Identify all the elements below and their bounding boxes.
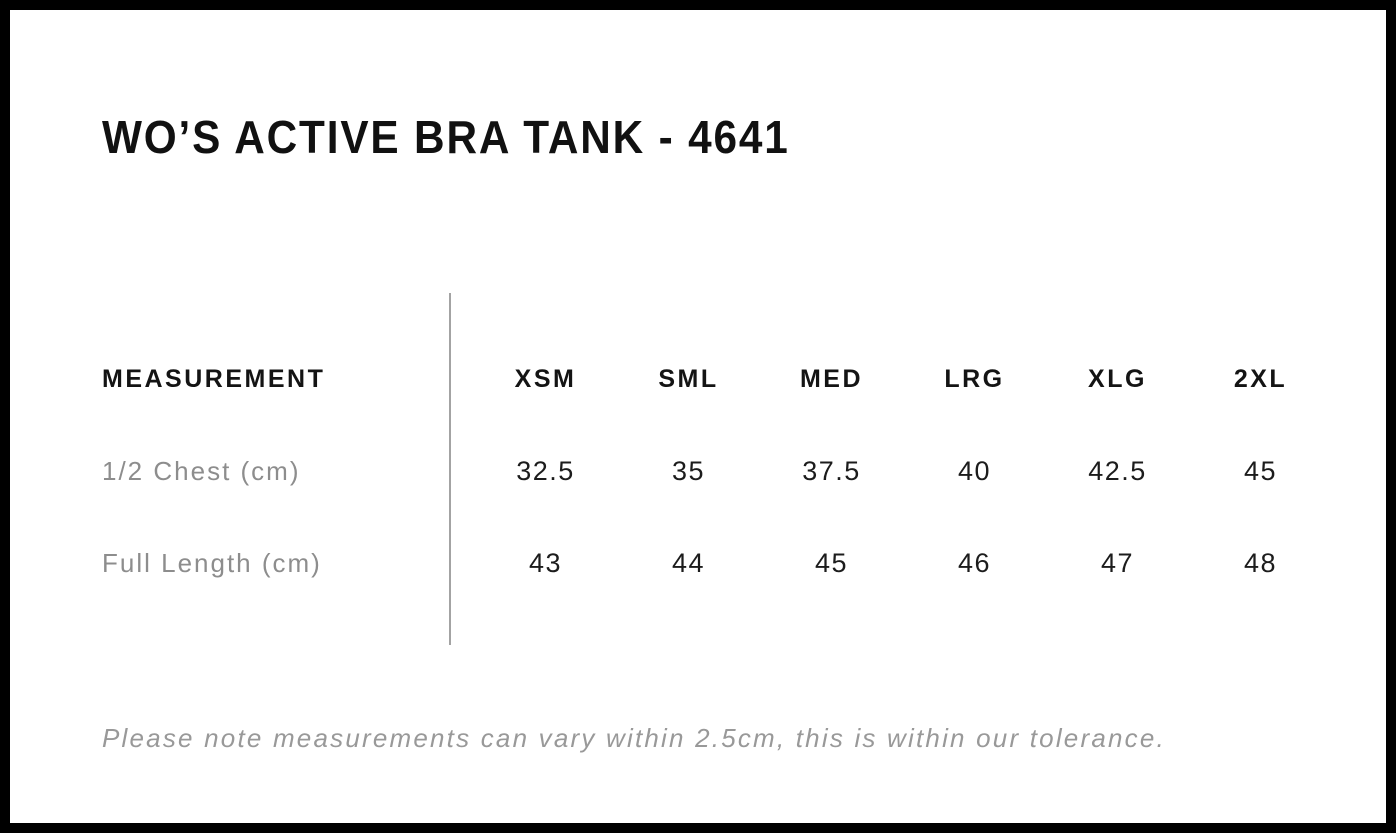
vertical-divider [449, 293, 451, 645]
half-chest-2xl-value: 45 [1243, 455, 1278, 486]
half-chest-lrg-value: 40 [957, 455, 992, 486]
column-header-xlg: XLG [1088, 364, 1147, 393]
column-header-lrg: LRG [944, 364, 1005, 393]
column-header-sml: SML [658, 364, 719, 393]
size-chart-table: MEASUREMENT XSM SML MED LRG XLG 2XL 1/2 … [102, 333, 1332, 609]
page-title: WO’S ACTIVE BRA TANK - 4641 [102, 111, 790, 163]
row-label-full-length: Full Length (cm) [102, 547, 322, 578]
column-header-med: MED [799, 364, 864, 393]
full-length-lrg-value: 46 [957, 547, 992, 578]
half-chest-med-value: 37.5 [802, 455, 861, 486]
half-chest-xsm-value: 32.5 [516, 455, 575, 486]
full-length-xlg-value: 47 [1100, 547, 1135, 578]
column-header-xsm: XSM [514, 364, 577, 393]
column-header-2xl: 2XL [1233, 364, 1288, 393]
full-length-sml-value: 44 [671, 547, 706, 578]
half-chest-xlg-value: 42.5 [1088, 455, 1147, 486]
full-length-xsm-value: 43 [528, 547, 563, 578]
tolerance-note: Please note measurements can vary within… [102, 723, 1166, 753]
half-chest-sml-value: 35 [671, 455, 706, 486]
full-length-2xl-value: 48 [1243, 547, 1278, 578]
row-label-half-chest: 1/2 Chest (cm) [102, 455, 301, 486]
column-header-measurement: MEASUREMENT [102, 364, 326, 393]
full-length-med-value: 45 [814, 547, 849, 578]
